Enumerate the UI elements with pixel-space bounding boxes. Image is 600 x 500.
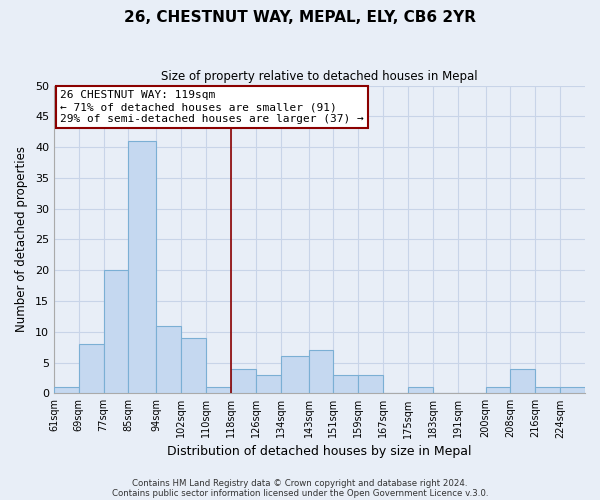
Bar	[231, 368, 256, 394]
Bar	[256, 375, 281, 394]
Bar	[485, 387, 511, 394]
Text: 26 CHESTNUT WAY: 119sqm
← 71% of detached houses are smaller (91)
29% of semi-de: 26 CHESTNUT WAY: 119sqm ← 71% of detache…	[60, 90, 364, 124]
Bar	[560, 387, 585, 394]
Bar	[308, 350, 334, 394]
Bar	[128, 141, 157, 394]
Bar	[79, 344, 104, 394]
Text: Contains HM Land Registry data © Crown copyright and database right 2024.: Contains HM Land Registry data © Crown c…	[132, 478, 468, 488]
Title: Size of property relative to detached houses in Mepal: Size of property relative to detached ho…	[161, 70, 478, 83]
Bar	[104, 270, 128, 394]
X-axis label: Distribution of detached houses by size in Mepal: Distribution of detached houses by size …	[167, 444, 472, 458]
Bar	[206, 387, 231, 394]
Bar	[535, 387, 560, 394]
Bar	[54, 387, 79, 394]
Bar	[281, 356, 308, 394]
Bar	[334, 375, 358, 394]
Y-axis label: Number of detached properties: Number of detached properties	[15, 146, 28, 332]
Text: 26, CHESTNUT WAY, MEPAL, ELY, CB6 2YR: 26, CHESTNUT WAY, MEPAL, ELY, CB6 2YR	[124, 10, 476, 25]
Bar	[408, 387, 433, 394]
Bar	[511, 368, 535, 394]
Bar	[358, 375, 383, 394]
Bar	[181, 338, 206, 394]
Bar	[157, 326, 181, 394]
Text: Contains public sector information licensed under the Open Government Licence v.: Contains public sector information licen…	[112, 488, 488, 498]
